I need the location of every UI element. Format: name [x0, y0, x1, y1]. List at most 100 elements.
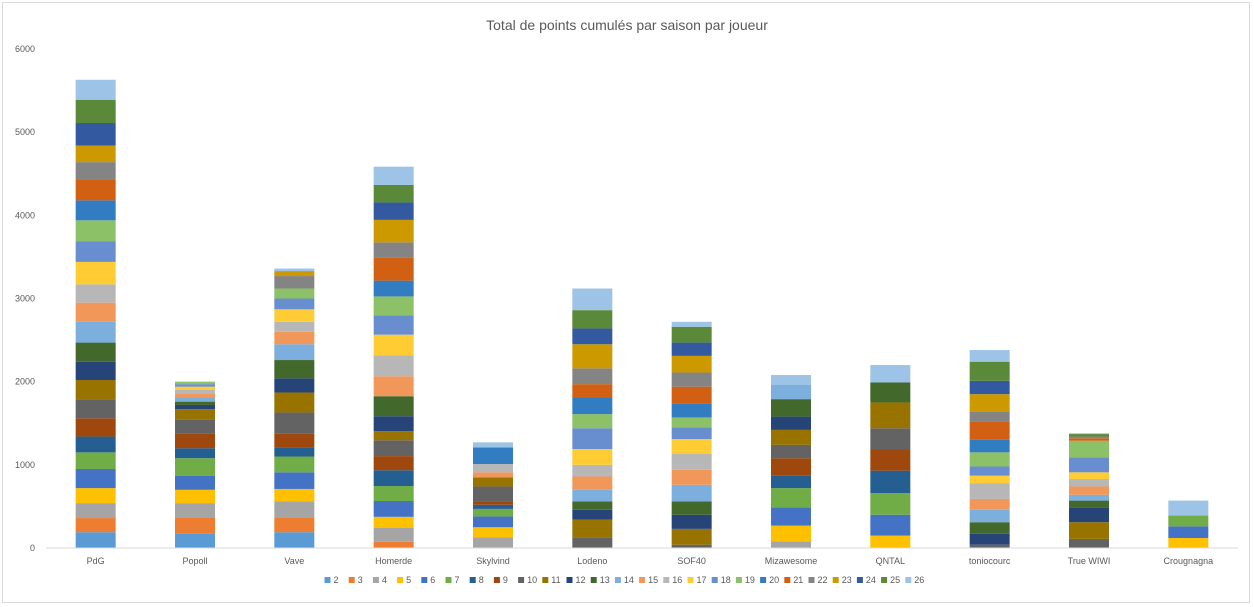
bars-group	[75, 79, 1209, 548]
legend-label: 4	[382, 575, 387, 585]
bar-segment	[572, 384, 613, 398]
bar-segment	[175, 393, 215, 398]
bar-segment	[274, 412, 315, 434]
bar-segment	[75, 518, 116, 533]
bar-segment	[1168, 500, 1209, 516]
bar-segment	[75, 321, 116, 343]
bar-segment	[473, 516, 513, 528]
x-tick-label: QNTAL	[876, 556, 905, 566]
bar-segment	[373, 470, 414, 487]
bar-segment	[771, 429, 811, 445]
bar-segment	[572, 397, 613, 415]
legend-label: 24	[866, 575, 876, 585]
bar-segment	[771, 399, 811, 417]
bar-segment	[671, 427, 712, 440]
bar-segment	[969, 452, 1010, 467]
x-tick-label: True WIWI	[1068, 556, 1111, 566]
y-tick-label: 3000	[15, 294, 35, 304]
bar-segment	[1069, 433, 1109, 435]
legend-swatch	[711, 577, 718, 583]
bar-segment	[969, 380, 1010, 395]
legend-label: 18	[721, 575, 731, 585]
bar-segment	[969, 466, 1010, 476]
x-tick-label: PdG	[87, 556, 105, 566]
bar-segment	[75, 399, 116, 419]
legend-swatch	[469, 577, 476, 583]
legend-swatch	[445, 577, 452, 583]
legend-label: 3	[358, 575, 363, 585]
bar-segment	[175, 386, 215, 390]
legend-swatch	[760, 577, 767, 583]
legend-swatch	[493, 577, 500, 583]
bar-segment	[175, 458, 215, 476]
legend-swatch	[518, 577, 525, 583]
legend-swatch	[808, 577, 815, 583]
legend: 2 3 4 5 6 7 8 9 10 11 12 13 14 15 16 17 18 19 20 21 22 23 24 25…	[324, 575, 924, 585]
bar-segment	[870, 493, 911, 515]
bar-segment	[969, 394, 1010, 412]
bar-segment	[572, 489, 613, 502]
bar-segment	[373, 166, 414, 185]
legend-label: 7	[455, 575, 460, 585]
bar-segment	[373, 315, 414, 335]
bar-segment	[572, 476, 613, 490]
bar-segment	[969, 483, 1010, 499]
bar-segment	[274, 268, 315, 272]
bar-segment	[969, 498, 1010, 510]
bar-segment	[175, 433, 215, 449]
bar-segment	[969, 544, 1010, 548]
bar-segment	[274, 288, 315, 299]
x-tick-label: SOF40	[677, 556, 706, 566]
bar-segment	[870, 382, 911, 403]
bar-segment	[572, 449, 613, 465]
bar-segment	[671, 342, 712, 356]
bar-segment	[75, 302, 116, 322]
bar-segment	[771, 541, 811, 548]
bar-segment	[572, 414, 613, 429]
bar-segment	[572, 509, 613, 520]
bar-segment	[671, 514, 712, 529]
bar-segment	[572, 288, 613, 311]
legend-label: 21	[793, 575, 803, 585]
legend-label: 23	[842, 575, 852, 585]
bar-segment	[373, 527, 414, 542]
bar-segment	[75, 99, 116, 124]
legend-swatch	[856, 577, 863, 583]
bar-segment	[175, 381, 215, 385]
bar-segment	[771, 525, 811, 542]
bar-segment	[671, 544, 712, 548]
legend-label: 13	[600, 575, 610, 585]
bar-segment	[75, 179, 116, 201]
bar-segment	[75, 436, 116, 453]
bar-segment	[1168, 538, 1209, 548]
bar-segment	[175, 389, 215, 394]
bar-segment	[75, 468, 116, 489]
bar-segment	[373, 416, 414, 432]
legend-label: 22	[818, 575, 828, 585]
legend-label: 6	[430, 575, 435, 585]
bar-segment	[1069, 478, 1109, 487]
bar-segment	[274, 392, 315, 413]
legend-swatch	[639, 577, 646, 583]
x-tick-label: toniocourc	[969, 556, 1011, 566]
legend-swatch	[372, 577, 379, 583]
bar-segment	[75, 261, 116, 285]
bar-segment	[373, 242, 414, 258]
chart-title: Total de points cumulés par saison par j…	[486, 17, 768, 33]
legend-label: 25	[890, 575, 900, 585]
bar-segment	[671, 469, 712, 485]
bar-segment	[771, 488, 811, 508]
bar-segment	[274, 309, 315, 322]
bar-segment	[771, 375, 811, 385]
bar-segment	[572, 537, 613, 548]
bar-segment	[75, 220, 116, 242]
bar-segment	[75, 162, 116, 180]
bar-segment	[969, 475, 1010, 484]
legend-swatch	[542, 577, 549, 583]
bar-segment	[75, 79, 116, 100]
legend-swatch	[614, 577, 621, 583]
bar-segment	[274, 298, 315, 310]
bar-segment	[771, 458, 811, 476]
bar-segment	[75, 488, 116, 504]
legend-label: 9	[503, 575, 508, 585]
